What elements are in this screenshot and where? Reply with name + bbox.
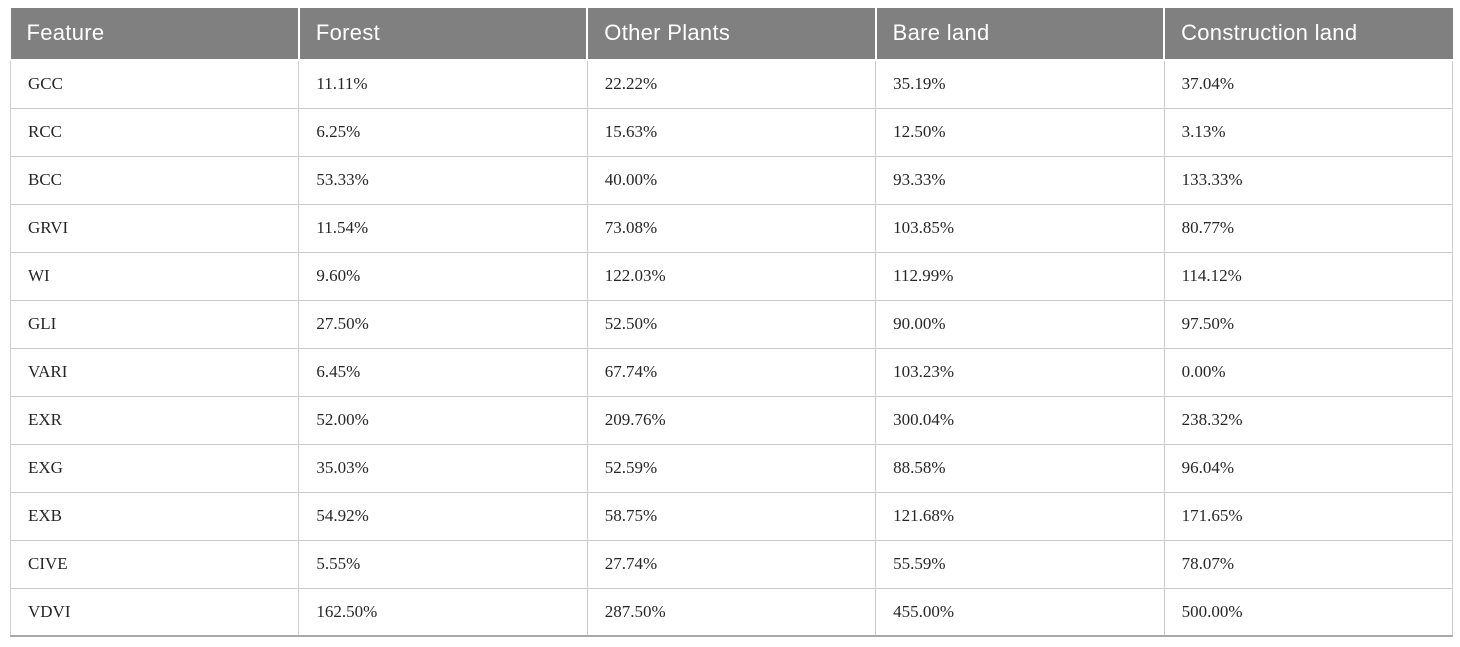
column-header-bare-land: Bare land [875, 8, 1166, 60]
feature-cell: VDVI [9, 587, 300, 637]
value-cell: 54.92% [298, 491, 588, 541]
value-cell: 53.33% [298, 155, 588, 205]
table-row: EXG 35.03% 52.59% 88.58% 96.04% [9, 443, 1454, 493]
feature-cell: EXG [9, 443, 300, 493]
value-cell: 121.68% [875, 491, 1165, 541]
value-cell: 5.55% [298, 539, 588, 589]
value-cell: 97.50% [1163, 299, 1454, 349]
table-row: GCC 11.11% 22.22% 35.19% 37.04% [9, 59, 1454, 109]
value-cell: 455.00% [875, 587, 1165, 637]
value-cell: 11.11% [298, 59, 588, 109]
value-cell: 27.50% [298, 299, 588, 349]
value-cell: 300.04% [875, 395, 1165, 445]
table-row: EXB 54.92% 58.75% 121.68% 171.65% [9, 491, 1454, 541]
column-header-other-plants: Other Plants [587, 8, 877, 60]
column-header-construction-land: Construction land [1164, 8, 1453, 60]
value-cell: 103.23% [875, 347, 1165, 397]
feature-cell: GLI [9, 299, 300, 349]
value-cell: 11.54% [298, 203, 588, 253]
feature-cell: EXR [9, 395, 300, 445]
table-header: Feature Forest Other Plants Bare land Constr… [10, 8, 1453, 60]
table-row: EXR 52.00% 209.76% 300.04% 238.32% [9, 395, 1454, 445]
table-row: VARI 6.45% 67.74% 103.23% 0.00% [9, 347, 1454, 397]
value-cell: 73.08% [586, 203, 877, 253]
table-row: RCC 6.25% 15.63% 12.50% 3.13% [9, 107, 1454, 157]
value-cell: 238.32% [1163, 395, 1454, 445]
value-cell: 55.59% [875, 539, 1165, 589]
value-cell: 40.00% [586, 155, 877, 205]
value-cell: 90.00% [875, 299, 1165, 349]
value-cell: 209.76% [586, 395, 877, 445]
value-cell: 171.65% [1163, 491, 1454, 541]
feature-cell: VARI [9, 347, 300, 397]
value-cell: 103.85% [875, 203, 1165, 253]
value-cell: 122.03% [586, 251, 877, 301]
value-cell: 67.74% [586, 347, 877, 397]
table-row: VDVI 162.50% 287.50% 455.00% 500.00% [9, 587, 1454, 637]
value-cell: 6.25% [298, 107, 588, 157]
value-cell: 52.59% [586, 443, 877, 493]
value-cell: 114.12% [1163, 251, 1454, 301]
value-cell: 58.75% [586, 491, 877, 541]
value-cell: 35.03% [298, 443, 588, 493]
feature-cell: BCC [9, 155, 300, 205]
table-row: CIVE 5.55% 27.74% 55.59% 78.07% [9, 539, 1454, 589]
value-cell: 35.19% [875, 59, 1165, 109]
value-cell: 6.45% [298, 347, 588, 397]
value-cell: 52.00% [298, 395, 588, 445]
feature-cell: EXB [9, 491, 300, 541]
column-header-forest: Forest [298, 8, 589, 60]
column-header-feature: Feature [10, 8, 300, 60]
table-row: GLI 27.50% 52.50% 90.00% 97.50% [9, 299, 1454, 349]
value-cell: 500.00% [1163, 587, 1454, 637]
value-cell: 15.63% [586, 107, 877, 157]
value-cell: 88.58% [875, 443, 1165, 493]
feature-separability-table: Feature Forest Other Plants Bare land Constr… [9, 8, 1454, 637]
value-cell: 112.99% [875, 251, 1165, 301]
table-row: WI 9.60% 122.03% 112.99% 114.12% [9, 251, 1454, 301]
value-cell: 27.74% [586, 539, 877, 589]
value-cell: 37.04% [1163, 59, 1454, 109]
feature-cell: RCC [9, 107, 300, 157]
value-cell: 52.50% [586, 299, 877, 349]
table-row: BCC 53.33% 40.00% 93.33% 133.33% [9, 155, 1454, 205]
feature-cell: WI [9, 251, 300, 301]
value-cell: 162.50% [298, 587, 588, 637]
table-body: GCC 11.11% 22.22% 35.19% 37.04% RCC 6.25% 15.63… [9, 59, 1454, 637]
feature-cell: GCC [9, 59, 300, 109]
value-cell: 287.50% [586, 587, 877, 637]
feature-cell: GRVI [9, 203, 300, 253]
value-cell: 80.77% [1163, 203, 1454, 253]
value-cell: 0.00% [1163, 347, 1454, 397]
value-cell: 133.33% [1163, 155, 1454, 205]
value-cell: 12.50% [875, 107, 1165, 157]
value-cell: 96.04% [1163, 443, 1454, 493]
value-cell: 22.22% [586, 59, 877, 109]
feature-cell: CIVE [9, 539, 300, 589]
value-cell: 93.33% [875, 155, 1165, 205]
value-cell: 3.13% [1163, 107, 1454, 157]
value-cell: 9.60% [298, 251, 588, 301]
value-cell: 78.07% [1163, 539, 1454, 589]
table-header-row: Feature Forest Other Plants Bare land Constr… [10, 8, 1453, 60]
table-row: GRVI 11.54% 73.08% 103.85% 80.77% [9, 203, 1454, 253]
